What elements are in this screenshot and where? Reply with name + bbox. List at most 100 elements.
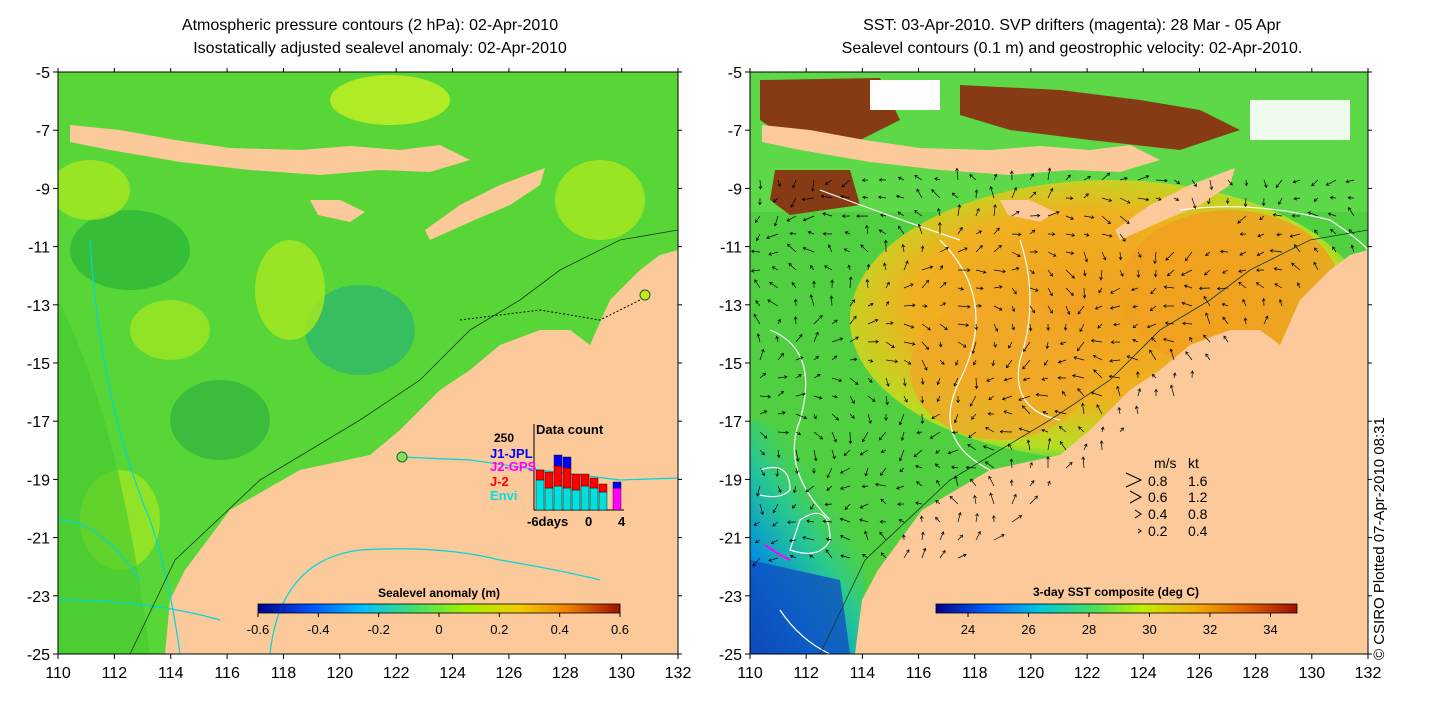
- velocity-arrow: [849, 299, 855, 307]
- velocity-arrow-head: [880, 213, 884, 218]
- velocity-arrow-head: [1118, 256, 1123, 261]
- velocity-arrow-head: [777, 183, 781, 188]
- velocity-arrow: [1083, 215, 1094, 218]
- velocity-arrow-head: [1102, 256, 1107, 261]
- velocity-arrow-head: [1307, 211, 1312, 215]
- velocity-arrow: [1238, 269, 1247, 272]
- velocity-arrow-head: [777, 318, 781, 323]
- velocity-arrow-head: [916, 481, 920, 485]
- velocity-arrow-head: [1090, 215, 1095, 220]
- velocity-arrow: [921, 359, 928, 371]
- velocity-arrow-head: [795, 470, 799, 475]
- right-colorbar-tick-label: 34: [1263, 622, 1277, 637]
- velocity-arrow-head: [758, 186, 763, 190]
- velocity-arrow-head: [1096, 404, 1100, 408]
- velocity-arrow: [1023, 377, 1031, 381]
- velocity-arrow: [957, 204, 960, 217]
- velocity-arrow: [1077, 388, 1085, 397]
- velocity-arrow: [777, 412, 786, 415]
- right-drifter-track: [764, 544, 791, 561]
- velocity-arrow-head: [1046, 327, 1050, 331]
- velocity-arrow-head: [1243, 203, 1248, 208]
- velocity-arrow-head: [780, 390, 785, 395]
- velocity-arrow: [772, 521, 779, 527]
- velocity-arrow-head: [1110, 290, 1114, 294]
- velocity-arrow-head: [1054, 409, 1059, 414]
- velocity-arrow-head: [755, 300, 759, 304]
- velocity-arrow-head: [1325, 182, 1330, 186]
- velocity-arrow: [759, 349, 764, 361]
- velocity-arrow: [975, 513, 978, 523]
- right-lon-tick-label: 122: [1074, 665, 1101, 682]
- velocity-arrow: [915, 465, 923, 469]
- velocity-arrow-head: [910, 283, 914, 287]
- velocity-arrow: [901, 431, 905, 441]
- velocity-arrow-head: [1184, 257, 1189, 262]
- velocity-arrow: [806, 520, 815, 523]
- velocity-arrow: [936, 480, 941, 487]
- velocity-arrow: [990, 492, 995, 505]
- velocity-arrow: [1279, 299, 1283, 307]
- velocity-arrow: [840, 485, 851, 490]
- velocity-arrow: [867, 395, 876, 402]
- velocity-arrow: [1328, 213, 1337, 217]
- right-velocity-arrows: [750, 167, 1355, 567]
- velocity-arrow: [1091, 392, 1103, 397]
- velocity-arrow-head: [965, 465, 970, 470]
- left-anomaly-high: [255, 240, 325, 340]
- velocity-arrow: [1011, 494, 1017, 505]
- velocity-arrow: [795, 316, 797, 325]
- velocity-arrow: [885, 322, 894, 325]
- velocity-arrow-head: [793, 489, 797, 494]
- velocity-arrow: [1004, 377, 1013, 381]
- velocity-arrow: [1173, 179, 1180, 184]
- velocity-arrow-head: [982, 445, 987, 449]
- data-count-bar: [612, 487, 622, 511]
- velocity-arrow-head: [750, 249, 755, 254]
- velocity-arrow-head: [1223, 335, 1227, 340]
- velocity-arrow-head: [919, 515, 924, 519]
- velocity-arrow-head: [1219, 249, 1224, 254]
- velocity-arrow: [969, 395, 977, 407]
- velocity-arrow-head: [789, 231, 793, 236]
- velocity-arrow: [1242, 299, 1247, 307]
- velocity-arrow-head: [951, 192, 956, 197]
- velocity-arrow-head: [1238, 269, 1242, 273]
- velocity-arrow-head: [851, 299, 856, 303]
- velocity-arrow-head: [1071, 275, 1075, 279]
- velocity-arrow-head: [1172, 372, 1177, 376]
- velocity-arrow: [903, 341, 915, 345]
- velocity-arrow: [921, 532, 924, 541]
- velocity-arrow-head: [760, 511, 764, 516]
- velocity-arrow: [1018, 395, 1031, 401]
- velocity-arrow-head: [904, 398, 908, 403]
- velocity-arrow: [1041, 429, 1049, 433]
- left-pressure-contour: [89, 239, 181, 654]
- left-map: [58, 72, 678, 654]
- velocity-arrow: [939, 323, 948, 330]
- velocity-arrow-head: [883, 262, 887, 267]
- velocity-arrow: [1297, 282, 1301, 289]
- velocity-arrow: [1082, 403, 1085, 415]
- velocity-arrow: [921, 341, 929, 350]
- velocity-arrow: [810, 265, 815, 271]
- right-sealevel-contour: [759, 466, 791, 498]
- right-colorbar-tick-label: 32: [1203, 622, 1217, 637]
- velocity-arrow-head: [826, 474, 830, 479]
- velocity-arrow-head: [829, 295, 834, 299]
- velocity-arrow: [1238, 282, 1247, 289]
- velocity-arrow: [755, 300, 761, 307]
- velocity-arrow: [803, 247, 815, 253]
- left-title-line2: Isostatically adjusted sealevel anomaly:…: [193, 40, 567, 57]
- right-lon-tick-label: 116: [906, 665, 932, 682]
- right-colorbar-tick-label: 26: [1021, 622, 1035, 637]
- velocity-arrow: [1220, 251, 1229, 253]
- velocity-arrow-head: [1146, 324, 1151, 329]
- velocity-arrow: [875, 483, 887, 487]
- left-lon-tick-label: 110: [45, 665, 71, 682]
- velocity-arrow-head: [1009, 458, 1014, 462]
- velocity-arrow-head: [938, 343, 943, 348]
- velocity-arrow: [826, 538, 833, 541]
- velocity-arrow: [1205, 353, 1211, 361]
- velocity-arrow: [1189, 337, 1193, 343]
